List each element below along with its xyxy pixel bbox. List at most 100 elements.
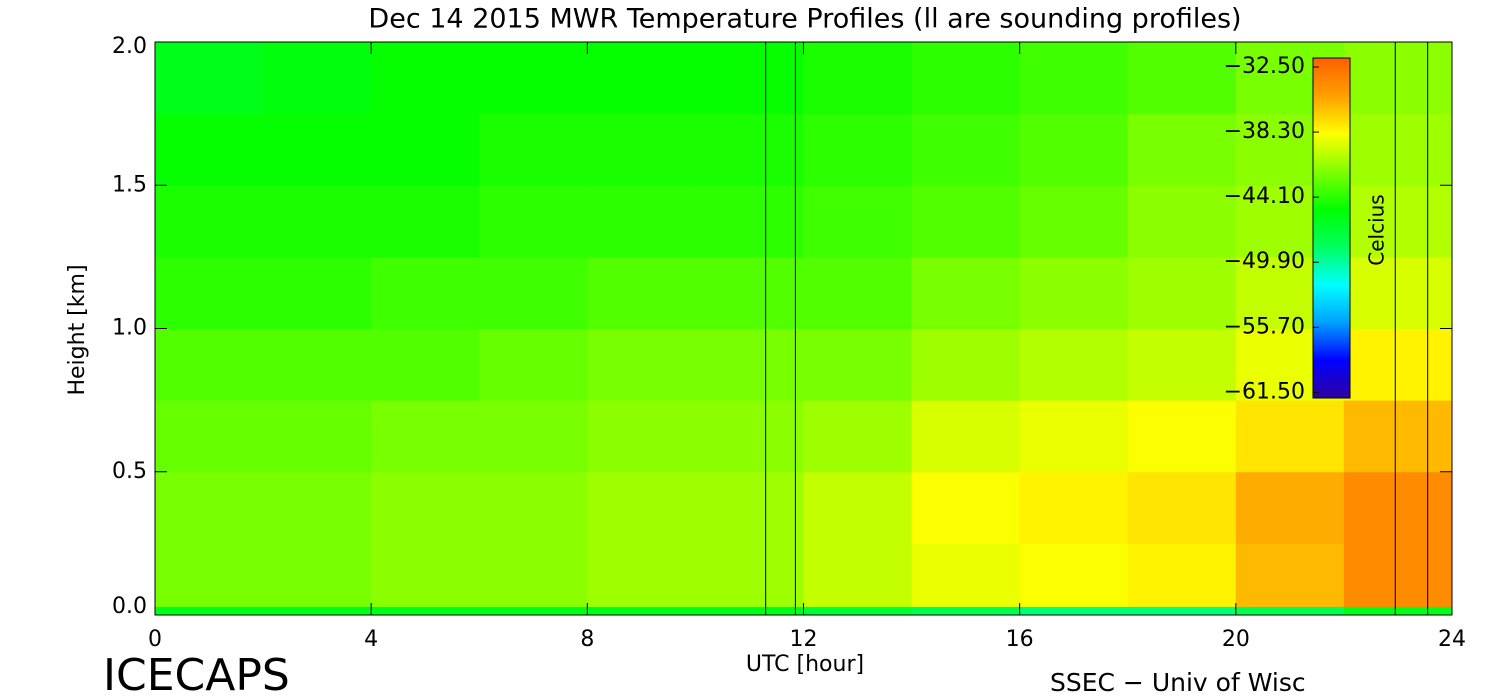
heat-cell	[1127, 185, 1237, 258]
heat-cell	[1019, 400, 1129, 473]
y-tick-label: 0.0	[112, 594, 147, 619]
heat-cell	[1019, 42, 1129, 115]
heat-cell	[587, 471, 696, 544]
heat-cell	[911, 113, 1021, 186]
x-tick-label: 0	[148, 627, 162, 652]
heat-cell	[263, 113, 372, 186]
heat-cell	[263, 42, 372, 115]
heat-cell	[1019, 606, 1129, 616]
heat-cell	[371, 42, 480, 115]
heat-cell	[695, 328, 804, 401]
heat-cell	[1127, 471, 1237, 544]
heat-cell	[803, 256, 913, 329]
heat-cell	[695, 471, 804, 544]
heat-cell	[1019, 471, 1129, 544]
heat-cell	[911, 328, 1021, 401]
colorbar-segment	[1313, 95, 1350, 135]
heat-cell	[371, 606, 480, 616]
heat-cell	[911, 606, 1021, 616]
heat-cell	[587, 400, 696, 473]
colorbar-tick-label: −32.50	[1224, 54, 1305, 79]
heat-cell	[695, 42, 804, 115]
heat-cell	[1127, 606, 1237, 616]
footer-right: SSEC − Univ of Wisc	[1050, 668, 1306, 697]
heat-cell	[1127, 543, 1237, 607]
heat-cell	[695, 606, 804, 616]
heat-cell	[803, 185, 913, 258]
heat-cell	[479, 113, 588, 186]
heat-cell	[1127, 113, 1237, 186]
chart-title: Dec 14 2015 MWR Temperature Profiles (ll…	[368, 4, 1241, 35]
colorbar-tick-label: −49.90	[1224, 249, 1305, 274]
heat-cell	[155, 328, 264, 401]
heat-cell	[263, 256, 372, 329]
colorbar-segment	[1313, 284, 1350, 323]
colorbar-segment	[1313, 133, 1350, 172]
heat-cell	[1019, 328, 1129, 401]
heat-cell	[803, 400, 913, 473]
heat-cell	[1235, 606, 1345, 616]
heat-cell	[263, 606, 372, 616]
heat-cell	[695, 400, 804, 473]
x-tick-label: 24	[1438, 627, 1466, 652]
heat-cell	[911, 256, 1021, 329]
heat-cell	[1343, 400, 1453, 473]
y-tick-label: 2.0	[112, 34, 147, 59]
heat-cell	[1019, 256, 1129, 329]
heat-cell	[155, 606, 264, 616]
colorbar-segment	[1313, 360, 1350, 399]
heat-cell	[479, 185, 588, 258]
heat-cell	[479, 256, 588, 329]
heat-cell	[155, 256, 264, 329]
heat-cell	[803, 113, 913, 186]
heat-cell	[263, 185, 372, 258]
colorbar-tick-label: −61.50	[1224, 379, 1305, 404]
heat-cell	[587, 113, 696, 186]
heat-cell	[479, 471, 588, 544]
heat-cell	[1343, 606, 1453, 616]
heat-cell	[1019, 185, 1129, 258]
heat-cell	[911, 400, 1021, 473]
heat-cell	[155, 543, 264, 607]
heat-cell	[479, 400, 588, 473]
heat-cell	[1343, 113, 1453, 186]
colorbar-tick-label: −38.30	[1224, 119, 1305, 144]
heat-cell	[803, 471, 913, 544]
colorbar-frame	[1312, 57, 1351, 399]
heat-cell	[911, 185, 1021, 258]
heat-cell	[155, 42, 264, 115]
heat-cell	[1343, 543, 1453, 607]
heat-cell	[1235, 543, 1345, 607]
heat-cell	[371, 185, 480, 258]
x-tick-label: 8	[580, 627, 594, 652]
heat-cell	[479, 328, 588, 401]
heat-cell	[479, 606, 588, 616]
heat-cell	[587, 328, 696, 401]
x-tick-label: 4	[364, 627, 378, 652]
y-tick-label: 1.0	[112, 316, 147, 341]
heat-cell	[695, 256, 804, 329]
heat-cell	[803, 328, 913, 401]
heat-cell	[371, 328, 480, 401]
heat-cell	[263, 471, 372, 544]
heat-cell	[479, 543, 588, 607]
heat-cell	[479, 42, 588, 115]
colorbar-tick-label: −44.10	[1224, 184, 1305, 209]
heat-cell	[587, 42, 696, 115]
heat-cell	[911, 471, 1021, 544]
heat-cell	[371, 400, 480, 473]
heat-cell	[263, 543, 372, 607]
heat-cell	[587, 256, 696, 329]
x-tick-label: 12	[790, 627, 818, 652]
heat-cell	[803, 42, 913, 115]
x-axis-label: UTC [hour]	[746, 652, 864, 677]
heat-cell	[371, 113, 480, 186]
heat-cell	[587, 606, 696, 616]
heat-cell	[1343, 328, 1453, 401]
heat-cell	[1127, 328, 1237, 401]
heat-cell	[1127, 256, 1237, 329]
plot-frame	[154, 41, 1453, 616]
x-tick-label: 16	[1006, 627, 1034, 652]
heat-cell	[1343, 256, 1453, 329]
heat-cell	[1019, 543, 1129, 607]
